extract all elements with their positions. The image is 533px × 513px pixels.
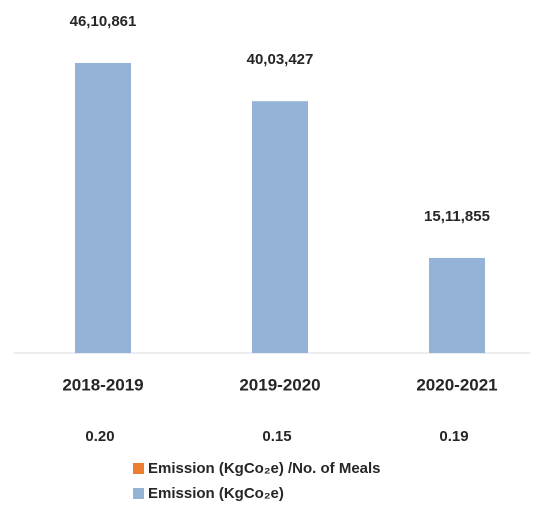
legend-swatch <box>133 463 144 474</box>
legend-label: Emission (KgCo₂e) <box>148 485 284 502</box>
value-label: 46,10,861 <box>70 13 137 30</box>
meal-value: 0.20 <box>85 428 114 445</box>
legend-label: Emission (KgCo₂e) /No. of Meals <box>148 460 381 477</box>
x-tick-label: 2019-2020 <box>239 375 320 394</box>
bar <box>429 257 485 353</box>
value-label: 15,11,855 <box>424 208 490 225</box>
meal-value: 0.15 <box>262 428 291 445</box>
bar <box>75 63 131 353</box>
meal-value: 0.19 <box>439 428 468 445</box>
x-tick-label: 2018-2019 <box>62 375 143 394</box>
bar <box>252 101 308 353</box>
value-label: 40,03,427 <box>247 51 314 68</box>
x-tick-label: 2020-2021 <box>416 375 497 394</box>
legend-swatch <box>133 488 144 499</box>
